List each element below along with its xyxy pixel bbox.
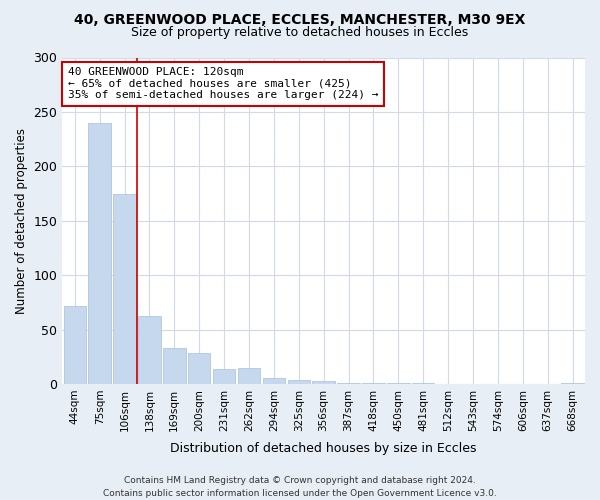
Bar — [287, 380, 310, 384]
Bar — [412, 383, 434, 384]
Bar — [213, 368, 235, 384]
Bar — [138, 316, 161, 384]
Bar — [362, 383, 385, 384]
Bar — [88, 123, 111, 384]
Text: Contains HM Land Registry data © Crown copyright and database right 2024.
Contai: Contains HM Land Registry data © Crown c… — [103, 476, 497, 498]
Bar — [263, 378, 285, 384]
Bar — [337, 383, 360, 384]
Bar — [188, 354, 211, 384]
Text: Size of property relative to detached houses in Eccles: Size of property relative to detached ho… — [131, 26, 469, 39]
Text: 40 GREENWOOD PLACE: 120sqm
← 65% of detached houses are smaller (425)
35% of sem: 40 GREENWOOD PLACE: 120sqm ← 65% of deta… — [68, 68, 378, 100]
Bar — [562, 383, 584, 384]
Bar — [64, 306, 86, 384]
Text: 40, GREENWOOD PLACE, ECCLES, MANCHESTER, M30 9EX: 40, GREENWOOD PLACE, ECCLES, MANCHESTER,… — [74, 12, 526, 26]
Bar — [313, 380, 335, 384]
Bar — [387, 383, 410, 384]
Bar — [113, 194, 136, 384]
Bar — [238, 368, 260, 384]
X-axis label: Distribution of detached houses by size in Eccles: Distribution of detached houses by size … — [170, 442, 477, 455]
Bar — [163, 348, 185, 384]
Y-axis label: Number of detached properties: Number of detached properties — [15, 128, 28, 314]
